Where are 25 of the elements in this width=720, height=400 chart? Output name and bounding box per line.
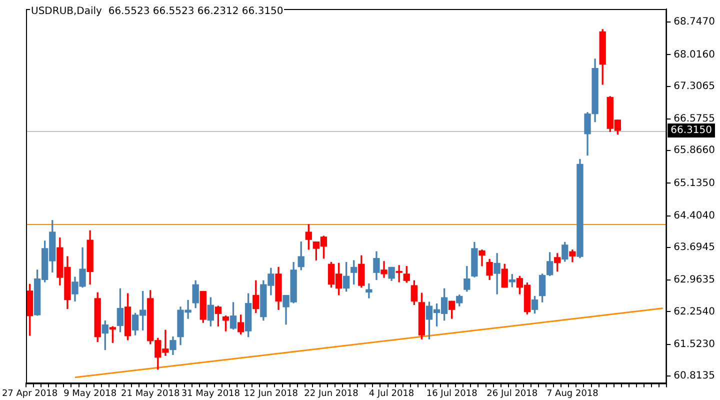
y-tick-label: 61.5230 <box>674 338 716 350</box>
x-tick-label: 22 Jun 2018 <box>304 388 359 399</box>
y-tick-label: 62.9635 <box>674 274 716 286</box>
chart-title: USDRUB,Daily 66.5523 66.5523 66.2312 66.3150 <box>30 6 284 17</box>
x-tick-label: 21 May 2018 <box>121 388 180 399</box>
x-tick-label: 9 May 2018 <box>64 388 117 399</box>
x-tick-label: 7 Aug 2018 <box>546 388 599 399</box>
candlestick <box>366 283 372 298</box>
x-tick-label: 26 Jul 2018 <box>486 388 538 399</box>
y-tick-label: 60.8135 <box>674 370 716 382</box>
y-tick-label: 65.8660 <box>674 145 716 156</box>
y-tick-label: 62.2540 <box>674 306 716 318</box>
x-tick-label: 12 Jun 2018 <box>244 388 298 399</box>
y-tick-label: 68.7470 <box>674 16 716 28</box>
y-tick-label: 66.5755 <box>674 114 716 125</box>
x-tick-label: 4 Jul 2018 <box>368 388 414 399</box>
x-tick-label: 27 Apr 2018 <box>2 388 58 399</box>
y-tick-label: 67.3065 <box>674 80 716 92</box>
x-tick-label: 31 May 2018 <box>181 388 240 399</box>
x-tick-label: 16 Jul 2018 <box>426 388 478 399</box>
ref-line-label: 66.3150 <box>670 125 712 136</box>
y-tick-label: 65.1350 <box>674 178 716 189</box>
y-tick-label: 68.0160 <box>674 49 716 60</box>
y-tick-label: 64.4040 <box>674 210 716 222</box>
y-tick-label: 63.6945 <box>674 242 716 254</box>
